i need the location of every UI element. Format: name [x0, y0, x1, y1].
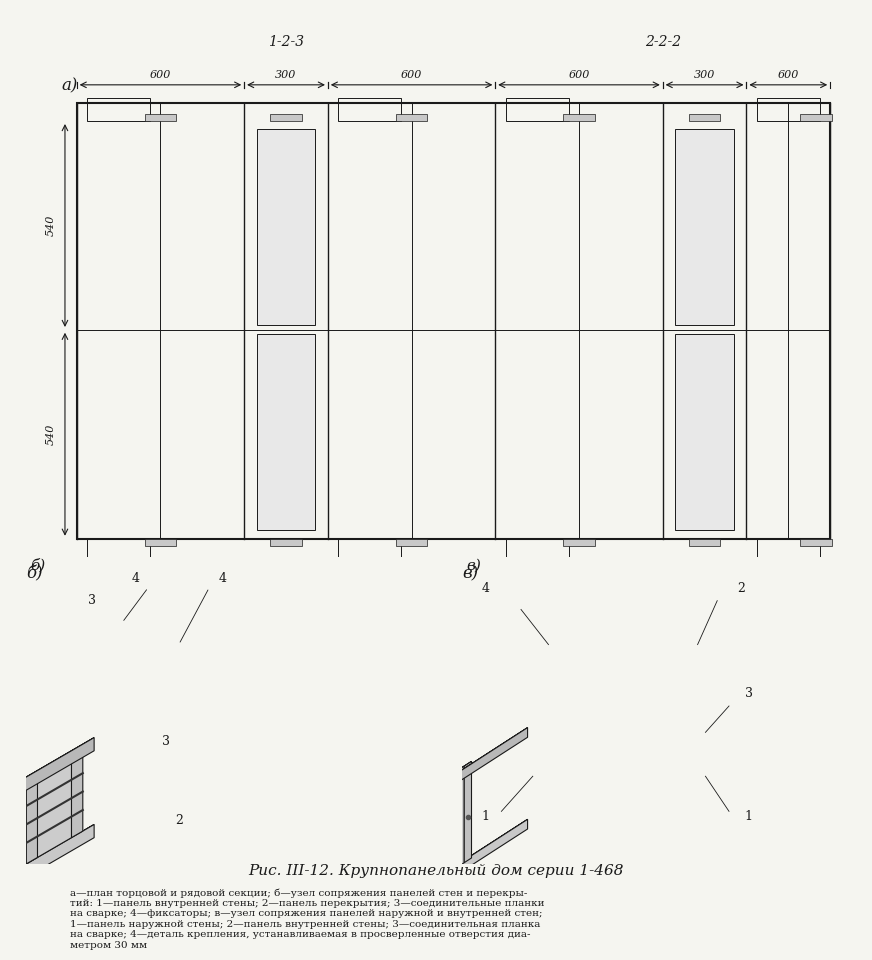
Text: 600: 600	[569, 70, 589, 81]
Bar	[256, 334, 316, 531]
Polygon shape	[434, 728, 528, 798]
Bar	[270, 539, 302, 546]
Bar	[145, 539, 176, 546]
Text: 300: 300	[276, 70, 296, 81]
Bar	[757, 99, 820, 121]
Polygon shape	[72, 752, 83, 838]
Text: б): б)	[31, 559, 45, 573]
Text: 1: 1	[745, 810, 753, 823]
Bar	[145, 114, 176, 121]
Text: 600: 600	[401, 70, 422, 81]
Text: 4: 4	[131, 572, 140, 586]
Text: а): а)	[61, 77, 78, 94]
Text: 300: 300	[694, 70, 715, 81]
Text: 4: 4	[218, 572, 227, 586]
Text: 600: 600	[150, 70, 171, 81]
Polygon shape	[399, 766, 464, 905]
Text: 540: 540	[45, 423, 56, 444]
Text: 2-2-2: 2-2-2	[644, 35, 681, 49]
Polygon shape	[397, 879, 434, 914]
Text: Рис. III-12. Крупнопанельный дом серии 1-468: Рис. III-12. Крупнопанельный дом серии 1…	[249, 864, 623, 878]
Polygon shape	[15, 752, 83, 792]
Bar	[87, 539, 150, 562]
Text: 600: 600	[778, 70, 799, 81]
Text: 2: 2	[174, 814, 183, 827]
Bar	[563, 114, 595, 121]
Text: 1-2-3: 1-2-3	[268, 35, 304, 49]
Bar	[689, 114, 720, 121]
Text: 540: 540	[45, 215, 56, 236]
Bar	[563, 539, 595, 546]
Polygon shape	[26, 779, 37, 864]
Text: 1: 1	[481, 810, 490, 823]
Bar	[506, 539, 569, 562]
Polygon shape	[397, 819, 528, 903]
Bar	[675, 130, 734, 325]
Bar	[256, 130, 316, 325]
Text: а—план торцовой и рядовой секции; б—узел сопряжения панелей стен и перекры-
тий:: а—план торцовой и рядовой секции; б—узел…	[70, 888, 544, 949]
Text: 2: 2	[737, 582, 745, 595]
Polygon shape	[399, 761, 472, 808]
Polygon shape	[0, 779, 37, 818]
Polygon shape	[464, 761, 472, 863]
Text: 3: 3	[87, 594, 96, 607]
Bar	[800, 114, 832, 121]
Polygon shape	[15, 758, 72, 871]
Polygon shape	[397, 788, 434, 822]
Text: 3: 3	[161, 734, 170, 748]
Polygon shape	[0, 737, 94, 850]
Text: в): в)	[466, 559, 481, 573]
Text: 4: 4	[481, 582, 490, 595]
Text: 3: 3	[745, 687, 753, 700]
Bar	[689, 539, 720, 546]
Bar	[675, 334, 734, 531]
Polygon shape	[0, 825, 94, 910]
Bar	[757, 539, 820, 562]
Bar	[800, 539, 832, 546]
Bar	[270, 114, 302, 121]
Bar	[77, 103, 830, 539]
Text: б): б)	[26, 565, 43, 583]
Polygon shape	[0, 737, 94, 823]
Bar	[338, 539, 401, 562]
Bar	[506, 99, 569, 121]
Bar	[338, 99, 401, 121]
Polygon shape	[397, 728, 528, 812]
Text: в): в)	[462, 565, 478, 583]
Polygon shape	[0, 785, 26, 897]
Polygon shape	[434, 819, 528, 889]
Polygon shape	[0, 825, 94, 936]
Bar	[396, 539, 427, 546]
Bar	[396, 114, 427, 121]
Bar	[87, 99, 150, 121]
